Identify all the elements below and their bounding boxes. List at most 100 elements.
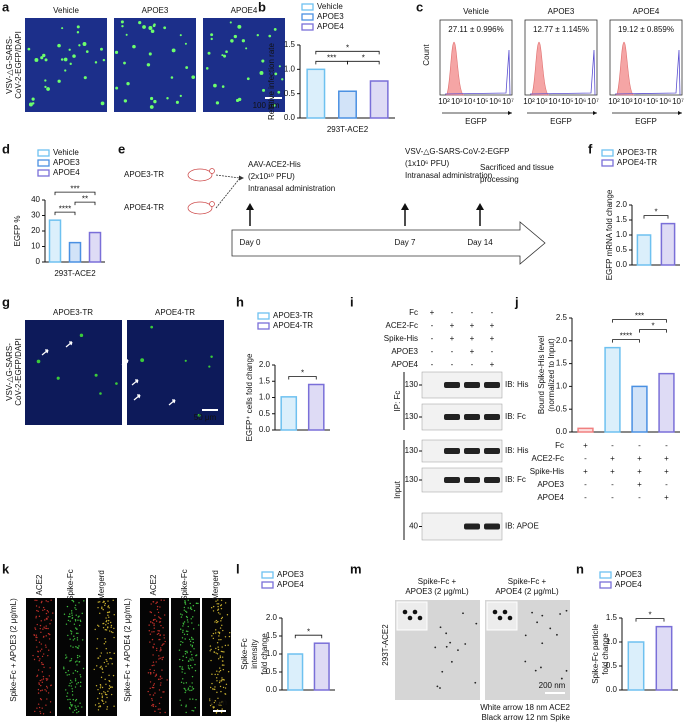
signal-dot bbox=[102, 700, 104, 703]
cell-dot bbox=[149, 105, 154, 109]
signal-dot bbox=[164, 640, 166, 643]
signal-dot bbox=[183, 621, 186, 623]
signal-dot bbox=[103, 691, 105, 693]
signal-dot bbox=[188, 638, 191, 641]
signal-dot bbox=[212, 637, 215, 640]
label: 27.11 ± 0.996% bbox=[448, 25, 503, 34]
significance-label: * bbox=[648, 611, 651, 620]
signal-dot bbox=[74, 680, 77, 682]
gold-particle bbox=[439, 687, 441, 689]
signal-dot bbox=[69, 702, 72, 704]
signal-dot bbox=[152, 684, 155, 687]
signal-dot bbox=[180, 704, 183, 706]
signal-dot bbox=[76, 683, 78, 685]
signal-dot bbox=[79, 620, 82, 623]
signal-dot bbox=[221, 646, 223, 648]
label: APOE4 (2 μg/mL) bbox=[495, 587, 559, 596]
signal-dot bbox=[152, 619, 155, 622]
band bbox=[484, 448, 500, 454]
signal-dot bbox=[153, 669, 156, 672]
signal-dot bbox=[154, 692, 156, 694]
signal-dot bbox=[159, 708, 161, 710]
signal-dot bbox=[37, 688, 40, 691]
signal-dot bbox=[183, 609, 186, 611]
significance-bracket bbox=[635, 618, 665, 622]
cell-dot bbox=[148, 26, 153, 31]
y-tick-label: 2.0 bbox=[259, 360, 271, 369]
signal-dot bbox=[221, 616, 224, 619]
label: Black arrow 12 nm Spike bbox=[482, 713, 571, 722]
label: ACE2 bbox=[35, 574, 44, 595]
signal-dot bbox=[151, 686, 154, 689]
cell-dot bbox=[277, 90, 281, 94]
signal-dot bbox=[40, 601, 43, 604]
signal-dot bbox=[102, 601, 104, 604]
signal-dot bbox=[39, 712, 42, 715]
condition-mark: - bbox=[611, 441, 614, 450]
signal-dot bbox=[74, 620, 77, 622]
signal-dot bbox=[36, 646, 38, 648]
band bbox=[444, 448, 460, 454]
label: - bbox=[431, 321, 434, 330]
label: White arrow 18 nm ACE2 bbox=[480, 703, 570, 712]
y-tick-label: 0.5 bbox=[606, 661, 618, 670]
label: - bbox=[451, 360, 454, 369]
signal-dot bbox=[158, 630, 161, 632]
signal-dot bbox=[149, 673, 152, 675]
signal-dot bbox=[96, 665, 98, 667]
signal-dot bbox=[43, 626, 45, 628]
bar bbox=[369, 80, 389, 119]
arrow bbox=[65, 341, 73, 348]
signal-dot bbox=[69, 615, 71, 618]
cell-dot bbox=[85, 50, 89, 54]
bar bbox=[655, 625, 673, 691]
signal-dot bbox=[49, 701, 52, 703]
condition-mark: - bbox=[611, 493, 614, 502]
legend-swatch bbox=[301, 13, 314, 21]
signal-dot bbox=[45, 625, 47, 627]
gold-particle bbox=[540, 666, 542, 669]
signal-dot bbox=[221, 664, 224, 666]
y-tick-label: 2.5 bbox=[556, 313, 568, 322]
signal-dot bbox=[113, 705, 115, 707]
signal-dot bbox=[195, 698, 197, 701]
bar bbox=[280, 396, 298, 431]
signal-dot bbox=[42, 606, 45, 609]
signal-dot bbox=[70, 685, 72, 687]
signal-dot bbox=[76, 628, 78, 630]
label: 10⁷ bbox=[502, 97, 514, 106]
cell-dot bbox=[278, 65, 281, 68]
label: - bbox=[431, 360, 434, 369]
signal-dot bbox=[42, 678, 45, 680]
signal-dot bbox=[222, 629, 224, 632]
signal-dot bbox=[72, 711, 74, 713]
cell-dot bbox=[221, 54, 224, 57]
signal-dot bbox=[158, 658, 160, 660]
label: Spike-Fc + bbox=[508, 577, 547, 586]
signal-dot bbox=[67, 698, 69, 701]
cell-dot bbox=[102, 58, 106, 62]
signal-dot bbox=[161, 644, 163, 647]
cell-dot bbox=[31, 97, 35, 101]
cell-dot bbox=[61, 27, 64, 30]
label: 100 μm bbox=[253, 101, 280, 110]
gold-particle bbox=[565, 609, 568, 612]
y-tick-label: 40 bbox=[31, 195, 40, 204]
signal-dot bbox=[163, 643, 165, 645]
y-tick-label: 0.0 bbox=[556, 427, 568, 436]
gold-particle bbox=[441, 670, 444, 673]
signal-dot bbox=[213, 706, 215, 708]
signal-dot bbox=[74, 661, 77, 663]
arrow bbox=[168, 399, 176, 406]
signal-dot bbox=[46, 687, 49, 689]
signal-dot bbox=[179, 699, 181, 701]
band bbox=[484, 382, 500, 388]
arrow bbox=[133, 394, 141, 401]
signal-dot bbox=[153, 683, 156, 685]
signal-dot bbox=[162, 643, 164, 645]
signal-dot bbox=[185, 682, 188, 684]
signal-dot bbox=[43, 608, 46, 611]
signal-dot bbox=[159, 711, 161, 714]
signal-dot bbox=[37, 610, 39, 613]
cell-dot bbox=[213, 83, 217, 88]
